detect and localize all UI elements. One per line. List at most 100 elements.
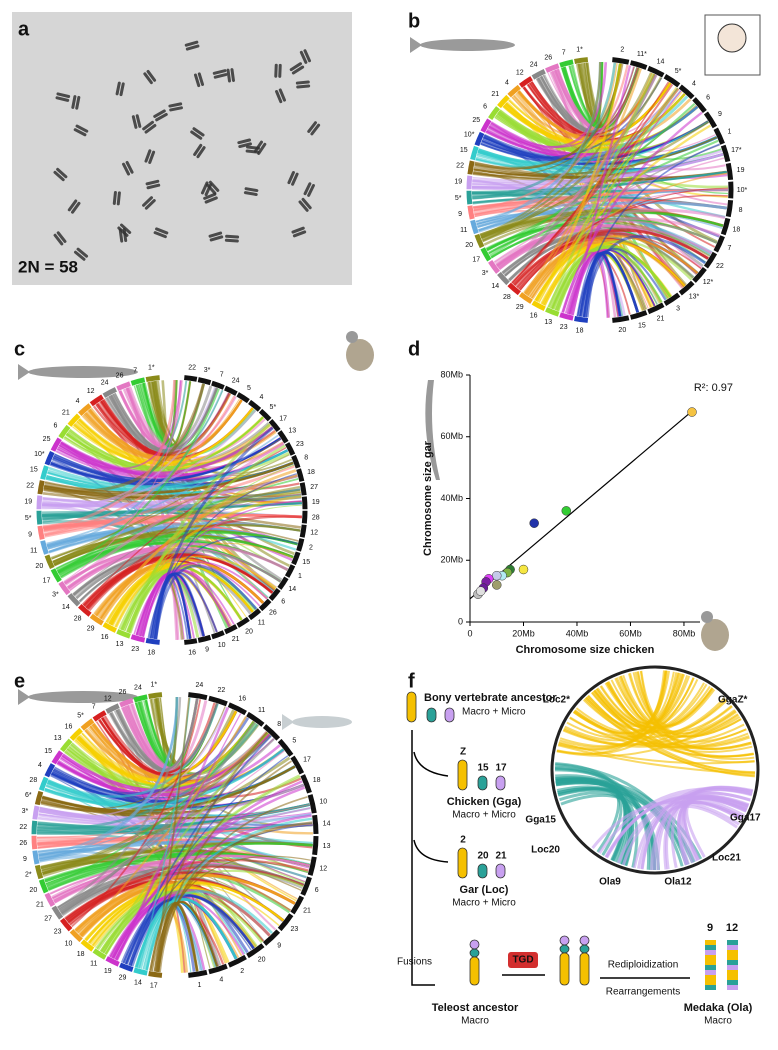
- chromosome-label: 26: [19, 840, 27, 847]
- chromosome-label: 12: [516, 70, 524, 77]
- label: Macro + Micro: [462, 707, 526, 718]
- chromosome-label: 20: [618, 327, 626, 334]
- chromosome-segment: [208, 695, 228, 707]
- chromosome-label: 10*: [737, 187, 748, 194]
- chromosome-label: 23: [560, 324, 568, 331]
- chromosome-segment: [296, 538, 305, 552]
- chromosome-label: 19: [312, 499, 320, 506]
- chromosome-label: 18: [307, 469, 315, 476]
- chromosome-label: 3: [676, 305, 680, 312]
- chromosome-label: 1: [298, 573, 302, 580]
- chromatid: [295, 80, 310, 85]
- chromosome-segment: [531, 300, 546, 312]
- chromosome-segment: [246, 943, 265, 959]
- chromatid: [155, 227, 169, 235]
- chromosome-segment: [290, 895, 305, 915]
- chromosome-segment: [488, 106, 501, 120]
- chromosome-label: 4: [692, 80, 696, 87]
- portrait-face: [717, 23, 747, 53]
- point: [491, 580, 502, 590]
- chromatid: [278, 88, 286, 102]
- synteny-ribbon: [68, 721, 255, 787]
- chromatid: [245, 149, 260, 154]
- chromosome: [122, 160, 134, 176]
- chromosome-segment: [299, 524, 307, 538]
- chromatid: [75, 124, 89, 133]
- chromosome-segment: [312, 836, 319, 856]
- chromosome-band: [727, 950, 738, 955]
- chromatid: [119, 82, 125, 97]
- chromosome: [226, 68, 235, 83]
- chromosome-band: [705, 970, 716, 975]
- chromosome: [579, 952, 590, 986]
- chromosome-label: 24: [134, 684, 142, 691]
- chromosome-label: 10*: [34, 451, 45, 458]
- chromosome-segment: [574, 316, 589, 323]
- chromatid: [142, 196, 153, 207]
- chromosome-segment: [497, 271, 510, 286]
- chromatid: [205, 183, 217, 195]
- chromosome-segment: [470, 219, 479, 235]
- chromosome-segment: [559, 59, 574, 68]
- chromosome-segment: [277, 738, 294, 757]
- chromosome-label: 4: [505, 80, 509, 87]
- synteny-ribbon: [67, 416, 264, 469]
- synteny-ribbon: [579, 250, 640, 317]
- chromosome-segment: [474, 131, 485, 147]
- chromatid: [71, 95, 77, 109]
- chromatid: [192, 127, 205, 137]
- synteny-ribbon: [576, 252, 621, 317]
- chromosome-segment: [574, 57, 589, 64]
- chromosome: [53, 167, 68, 182]
- synteny-ribbon: [105, 387, 218, 453]
- chromosome-label: 7: [133, 368, 137, 375]
- synteny-ribbon: [149, 572, 205, 639]
- chromosome-label: 4: [38, 762, 42, 769]
- chromosome-label: 5*: [270, 404, 277, 411]
- chromosome-label: 12*: [703, 279, 714, 286]
- synteny-ribbon: [71, 407, 254, 465]
- chromosome: [303, 182, 315, 197]
- chromosome: [307, 121, 321, 136]
- chromosome-segment: [92, 710, 107, 722]
- rooster-icon: [346, 339, 374, 371]
- chromosome-segment: [69, 929, 83, 943]
- synteny-ribbon: [480, 67, 640, 239]
- chromosome-segment: [211, 630, 225, 640]
- chromosome-segment: [480, 118, 492, 133]
- chromosome-label: 16: [238, 696, 246, 703]
- synteny-ribbon: [51, 454, 290, 560]
- chromosome-segment: [713, 235, 725, 253]
- chromosome-segment: [80, 939, 95, 952]
- synteny-ribbon: [43, 513, 302, 531]
- x-tick-label: 60Mb: [619, 628, 642, 638]
- chromosome-band: [727, 960, 738, 965]
- chromatid: [168, 102, 183, 108]
- chromosome: [73, 124, 89, 137]
- chromosome-segment: [67, 413, 81, 427]
- chromosome-label: 14: [323, 821, 331, 828]
- chromosome: [469, 948, 480, 958]
- chromatid: [237, 138, 252, 145]
- chromosome-label: 24: [101, 380, 109, 387]
- synteny-ribbon: [480, 61, 602, 237]
- chromosome-segment: [474, 233, 485, 249]
- chromosome: [143, 69, 157, 85]
- chromosome-segment: [69, 727, 83, 741]
- chromosome-label: 17: [279, 415, 287, 422]
- chromatid: [155, 112, 168, 122]
- chromosome: [579, 944, 590, 954]
- chromosome-label: 21: [232, 636, 240, 643]
- chromosome-label: 9: [205, 647, 209, 654]
- chromosome: [53, 231, 67, 246]
- chromosome-label: 5*: [25, 515, 32, 522]
- synteny-ribbon: [75, 873, 296, 934]
- chromatid: [196, 146, 206, 159]
- y-tick-label: 20Mb: [440, 555, 463, 565]
- chromosome-segment: [38, 878, 49, 894]
- chromosome-segment: [184, 375, 198, 382]
- chromosome: [144, 149, 156, 165]
- fish-icon: [28, 691, 138, 703]
- chromosome-label: 24: [530, 61, 538, 68]
- chromosome: [559, 944, 570, 954]
